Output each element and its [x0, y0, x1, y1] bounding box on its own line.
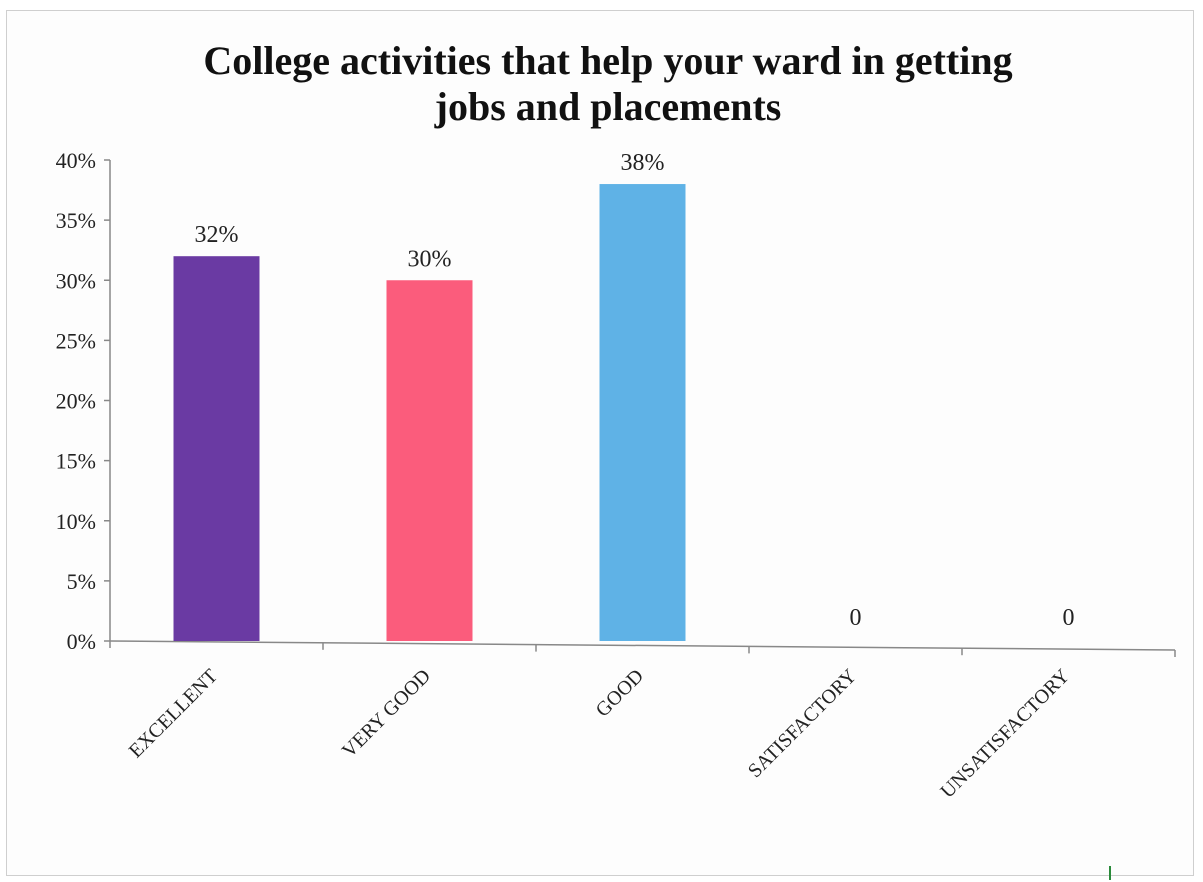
x-axis-ticks [109, 641, 1176, 657]
category-labels-group: EXCELLENT VERY GOOD GOOD SATISFACTORY UNSATI… [125, 665, 1074, 803]
y-tick-label: 40% [56, 148, 96, 173]
data-label: 30% [408, 246, 452, 272]
y-tick-label: 20% [56, 389, 96, 414]
y-axis-ticks: 0% 5% 10% 15% 20% 25% 30% 35% 40% [56, 148, 110, 654]
chart-title-line-2: jobs and placements [434, 84, 782, 129]
chart-title-line-1: College activities that help your ward i… [203, 38, 1012, 83]
data-label: 0 [1063, 605, 1075, 631]
x-category-label: VERY GOOD [338, 665, 435, 762]
x-category-label: GOOD [592, 665, 648, 721]
bars-group [173, 184, 686, 642]
y-tick-label: 5% [67, 569, 96, 594]
data-label: 38% [621, 150, 665, 176]
bar-very-good [386, 280, 473, 641]
bar-good [599, 184, 686, 642]
x-axis-line [109, 640, 1176, 651]
x-category-label: SATISFACTORY [744, 665, 861, 782]
y-tick-label: 35% [56, 208, 96, 233]
y-tick-label: 25% [56, 328, 96, 353]
x-category-label: UNSATISFACTORY [936, 665, 1074, 803]
x-category-label: EXCELLENT [125, 665, 222, 762]
y-tick-label: 10% [56, 509, 96, 534]
data-labels-group: 32% 30% 38% 0 0 [195, 150, 1075, 631]
y-tick-label: 0% [67, 629, 96, 654]
data-label: 0 [850, 605, 862, 631]
data-label: 32% [195, 222, 239, 248]
y-tick-label: 30% [56, 268, 96, 293]
bar-excellent [173, 256, 260, 641]
y-tick-label: 15% [56, 449, 96, 474]
